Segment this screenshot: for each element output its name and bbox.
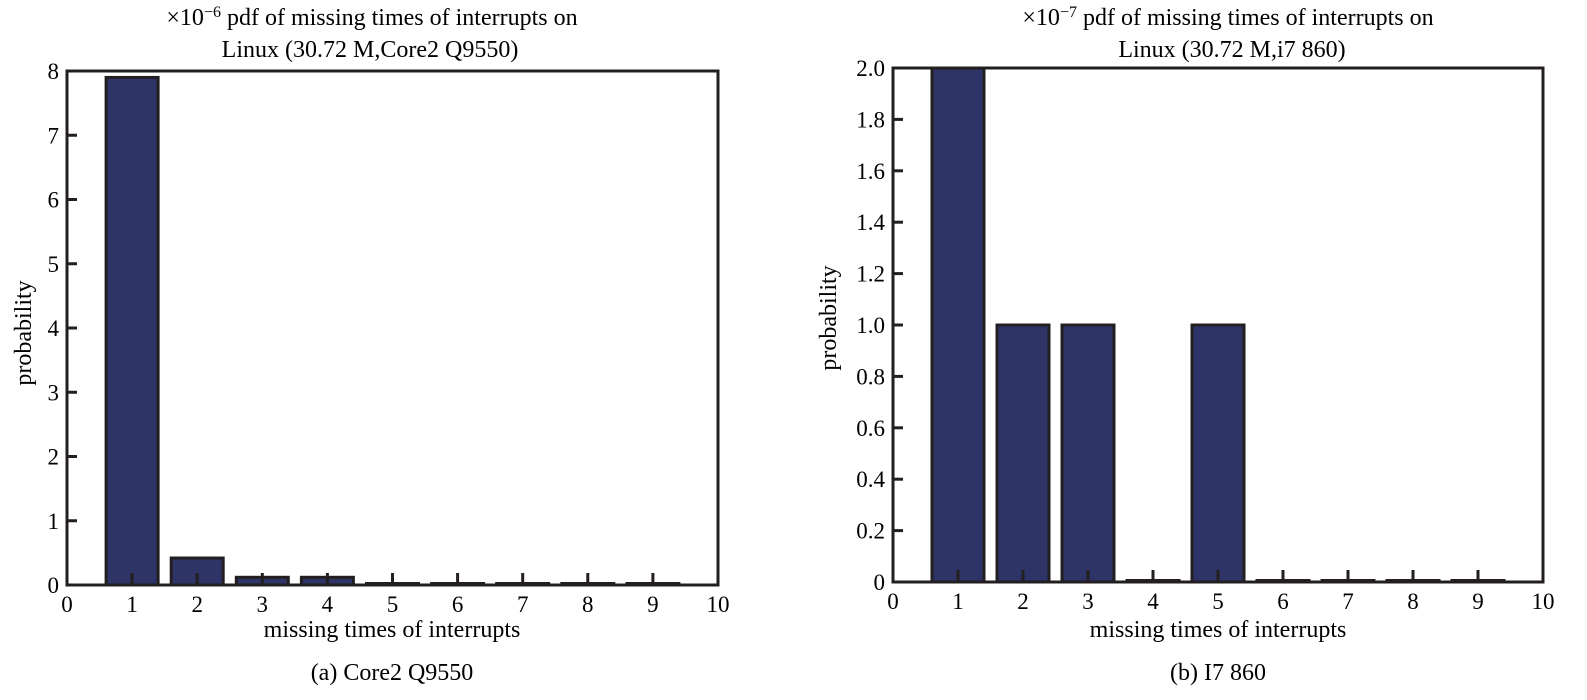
x-tick-label: 7 (517, 592, 529, 617)
y-tick-label: 6 (48, 188, 60, 213)
x-tick-label: 6 (1277, 589, 1289, 614)
x-tick-label: 0 (887, 589, 899, 614)
y-tick-label: 0.4 (856, 467, 885, 492)
x-tick-label: 1 (952, 589, 964, 614)
y-tick-label: 1.2 (856, 262, 885, 287)
x-tick-label: 10 (1532, 589, 1555, 614)
y-axis-label: probability (11, 280, 37, 385)
chart-core2-q9550: ×10−6 pdf of missing times of interrupts… (11, 4, 730, 686)
x-tick-label: 3 (1082, 589, 1094, 614)
bar-1 (104, 75, 160, 587)
x-tick-label: 0 (61, 592, 73, 617)
x-tick-label: 5 (387, 592, 399, 617)
x-tick-label: 9 (647, 592, 659, 617)
y-tick-label: 0 (48, 573, 60, 598)
chart-title-line1: ×10−7 pdf of missing times of interrupts… (1022, 4, 1433, 31)
y-tick-label: 0.8 (856, 364, 885, 389)
chart-title-line2: Linux (30.72 M,i7 860) (1118, 37, 1345, 63)
y-tick-label: 1.8 (856, 107, 885, 132)
bar-3 (1060, 323, 1116, 584)
chart-i7-860: ×10−7 pdf of missing times of interrupts… (816, 4, 1555, 686)
chart-caption: (a) Core2 Q9550 (311, 660, 474, 686)
y-tick-label: 4 (48, 316, 60, 341)
chart-caption: (b) I7 860 (1170, 660, 1266, 686)
bar-2 (995, 323, 1051, 584)
y-tick-label: 8 (48, 59, 60, 84)
y-tick-label: 0.6 (856, 416, 885, 441)
y-tick-label: 2.0 (856, 56, 885, 81)
chart-title-line2: Linux (30.72 M,Core2 Q9550) (222, 37, 519, 63)
y-tick-label: 2 (48, 445, 60, 470)
x-tick-label: 6 (452, 592, 464, 617)
y-tick-label: 7 (48, 123, 60, 148)
x-tick-label: 8 (1407, 589, 1419, 614)
y-axis-label: probability (816, 265, 842, 370)
x-tick-label: 4 (1147, 589, 1159, 614)
x-axis-label: missing times of interrupts (1090, 617, 1347, 643)
y-tick-label: 1.4 (856, 210, 885, 235)
x-tick-label: 1 (126, 592, 138, 617)
chart-title-line1: ×10−6 pdf of missing times of interrupts… (166, 4, 577, 31)
bar-1 (930, 66, 986, 584)
x-tick-label: 5 (1212, 589, 1224, 614)
x-tick-label: 10 (707, 592, 730, 617)
x-axis-label: missing times of interrupts (264, 617, 521, 643)
x-tick-label: 2 (191, 592, 203, 617)
x-tick-label: 9 (1472, 589, 1484, 614)
y-tick-label: 0 (874, 570, 886, 595)
y-tick-label: 1.0 (856, 313, 885, 338)
y-tick-label: 1.6 (856, 159, 885, 184)
x-tick-label: 7 (1342, 589, 1354, 614)
y-tick-label: 5 (48, 252, 60, 277)
x-tick-label: 4 (322, 592, 334, 617)
x-tick-label: 2 (1017, 589, 1029, 614)
bar-5 (1190, 323, 1246, 584)
y-tick-label: 3 (48, 380, 60, 405)
x-tick-label: 3 (257, 592, 269, 617)
y-tick-label: 1 (48, 509, 60, 534)
x-tick-label: 8 (582, 592, 594, 617)
y-tick-label: 0.2 (856, 519, 885, 544)
plot-frame (65, 69, 720, 587)
